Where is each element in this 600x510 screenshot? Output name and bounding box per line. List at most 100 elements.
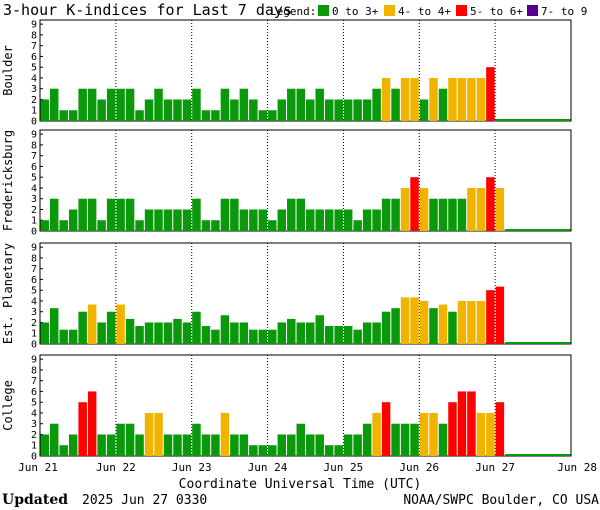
k-index-bar xyxy=(457,300,467,344)
k-index-bar xyxy=(429,308,438,344)
k-index-bar xyxy=(106,198,116,231)
k-index-bar xyxy=(211,434,220,456)
k-index-bar xyxy=(68,434,78,456)
x-tick-label: Jun 26 xyxy=(399,461,439,474)
k-index-bar xyxy=(192,423,201,456)
panel-frame xyxy=(39,354,572,457)
y-tick-label: 1 xyxy=(31,329,37,340)
k-index-bar xyxy=(476,412,486,456)
k-index-bar xyxy=(372,322,381,344)
k-index-bar xyxy=(49,198,59,231)
k-index-bar xyxy=(334,326,343,344)
k-index-bar xyxy=(258,209,268,231)
k-index-bar xyxy=(78,88,87,121)
k-index-bar xyxy=(106,88,116,121)
k-index-bar xyxy=(192,311,201,344)
y-tick-label: 7 xyxy=(31,264,37,275)
k-index-bar xyxy=(343,434,353,456)
k-index-bar xyxy=(97,220,106,231)
k-index-bar xyxy=(495,187,505,231)
legend-entry: 7- to 9 xyxy=(541,5,587,18)
k-index-bar xyxy=(201,220,211,231)
k-index-bar xyxy=(277,322,287,344)
panel-label: Est. Planetary xyxy=(1,243,15,344)
k-index-bar xyxy=(268,329,277,344)
k-index-bar xyxy=(154,412,163,456)
k-index-bar xyxy=(87,304,97,344)
no-data-baseline xyxy=(505,454,571,456)
k-index-bar xyxy=(68,110,78,121)
k-index-bar xyxy=(391,308,400,344)
k-index-bar xyxy=(486,177,495,231)
k-index-bar xyxy=(211,220,220,231)
k-index-bar xyxy=(306,322,315,344)
k-index-bar xyxy=(220,198,230,231)
k-index-bar xyxy=(306,434,315,456)
k-index-bar xyxy=(116,88,125,121)
x-tick-label: Jun 21 xyxy=(18,461,58,474)
k-index-bar xyxy=(182,322,192,344)
k-index-bar xyxy=(495,402,505,456)
k-index-bar xyxy=(486,290,495,344)
k-index-bar xyxy=(125,88,135,121)
y-tick-label: 4 xyxy=(31,73,37,84)
y-tick-label: 2 xyxy=(31,430,37,441)
k-index-bar xyxy=(306,209,315,231)
y-tick-label: 8 xyxy=(31,140,37,151)
k-index-bar xyxy=(239,322,249,344)
k-index-bar xyxy=(125,318,135,344)
k-index-bar xyxy=(353,434,362,456)
k-index-bar xyxy=(163,322,173,344)
k-index-bar xyxy=(315,209,324,231)
k-index-bar xyxy=(287,88,296,121)
y-tick-label: 7 xyxy=(31,376,37,387)
k-index-bar xyxy=(315,88,324,121)
k-index-bar xyxy=(287,434,296,456)
k-index-bar xyxy=(467,300,476,344)
k-index-bar xyxy=(372,412,381,456)
k-index-bar xyxy=(381,311,391,344)
k-index-bar xyxy=(258,110,268,121)
k-index-bar xyxy=(249,209,258,231)
k-index-bar xyxy=(438,423,448,456)
x-tick-label: Jun 23 xyxy=(172,461,212,474)
k-index-bar xyxy=(315,434,324,456)
k-index-bar xyxy=(324,99,334,121)
no-data-baseline xyxy=(505,229,571,231)
k-index-bar xyxy=(68,209,78,231)
k-index-bar xyxy=(372,88,381,121)
k-index-bar xyxy=(135,434,144,456)
y-tick-label: 8 xyxy=(31,365,37,376)
k-index-bar xyxy=(277,209,287,231)
k-index-bar xyxy=(448,77,457,121)
panel-frame xyxy=(39,129,572,232)
k-index-bar xyxy=(116,423,125,456)
x-tick-label: Jun 25 xyxy=(324,461,364,474)
no-data-baseline xyxy=(505,342,571,344)
k-index-bar xyxy=(239,434,249,456)
k-index-bar xyxy=(429,412,438,456)
k-index-bar xyxy=(486,67,495,121)
y-tick-label: 0 xyxy=(31,227,37,238)
k-index-bar xyxy=(372,209,381,231)
k-index-bar xyxy=(334,99,343,121)
legend-swatch xyxy=(318,5,329,16)
y-tick-label: 5 xyxy=(31,286,37,297)
k-index-bar xyxy=(59,445,68,456)
k-index-bar xyxy=(438,304,448,344)
k-index-bar xyxy=(277,434,287,456)
k-index-bar xyxy=(201,326,211,344)
k-index-bar xyxy=(154,88,163,121)
k-index-bar xyxy=(192,198,201,231)
y-tick-label: 3 xyxy=(31,84,37,95)
k-index-bar xyxy=(381,77,391,121)
panel-label: Boulder xyxy=(1,45,15,96)
legend: 0 to 3+ 4- to 4+ 5- to 6+ 7- to 9 xyxy=(318,5,587,18)
k-index-bar xyxy=(40,99,49,121)
k-index-bar xyxy=(135,220,144,231)
k-index-bar xyxy=(400,423,410,456)
k-index-bar xyxy=(268,445,277,456)
panel-frame xyxy=(39,19,572,122)
k-index-bar xyxy=(68,329,78,344)
x-axis-label: Coordinate Universal Time (UTC) xyxy=(179,477,422,492)
